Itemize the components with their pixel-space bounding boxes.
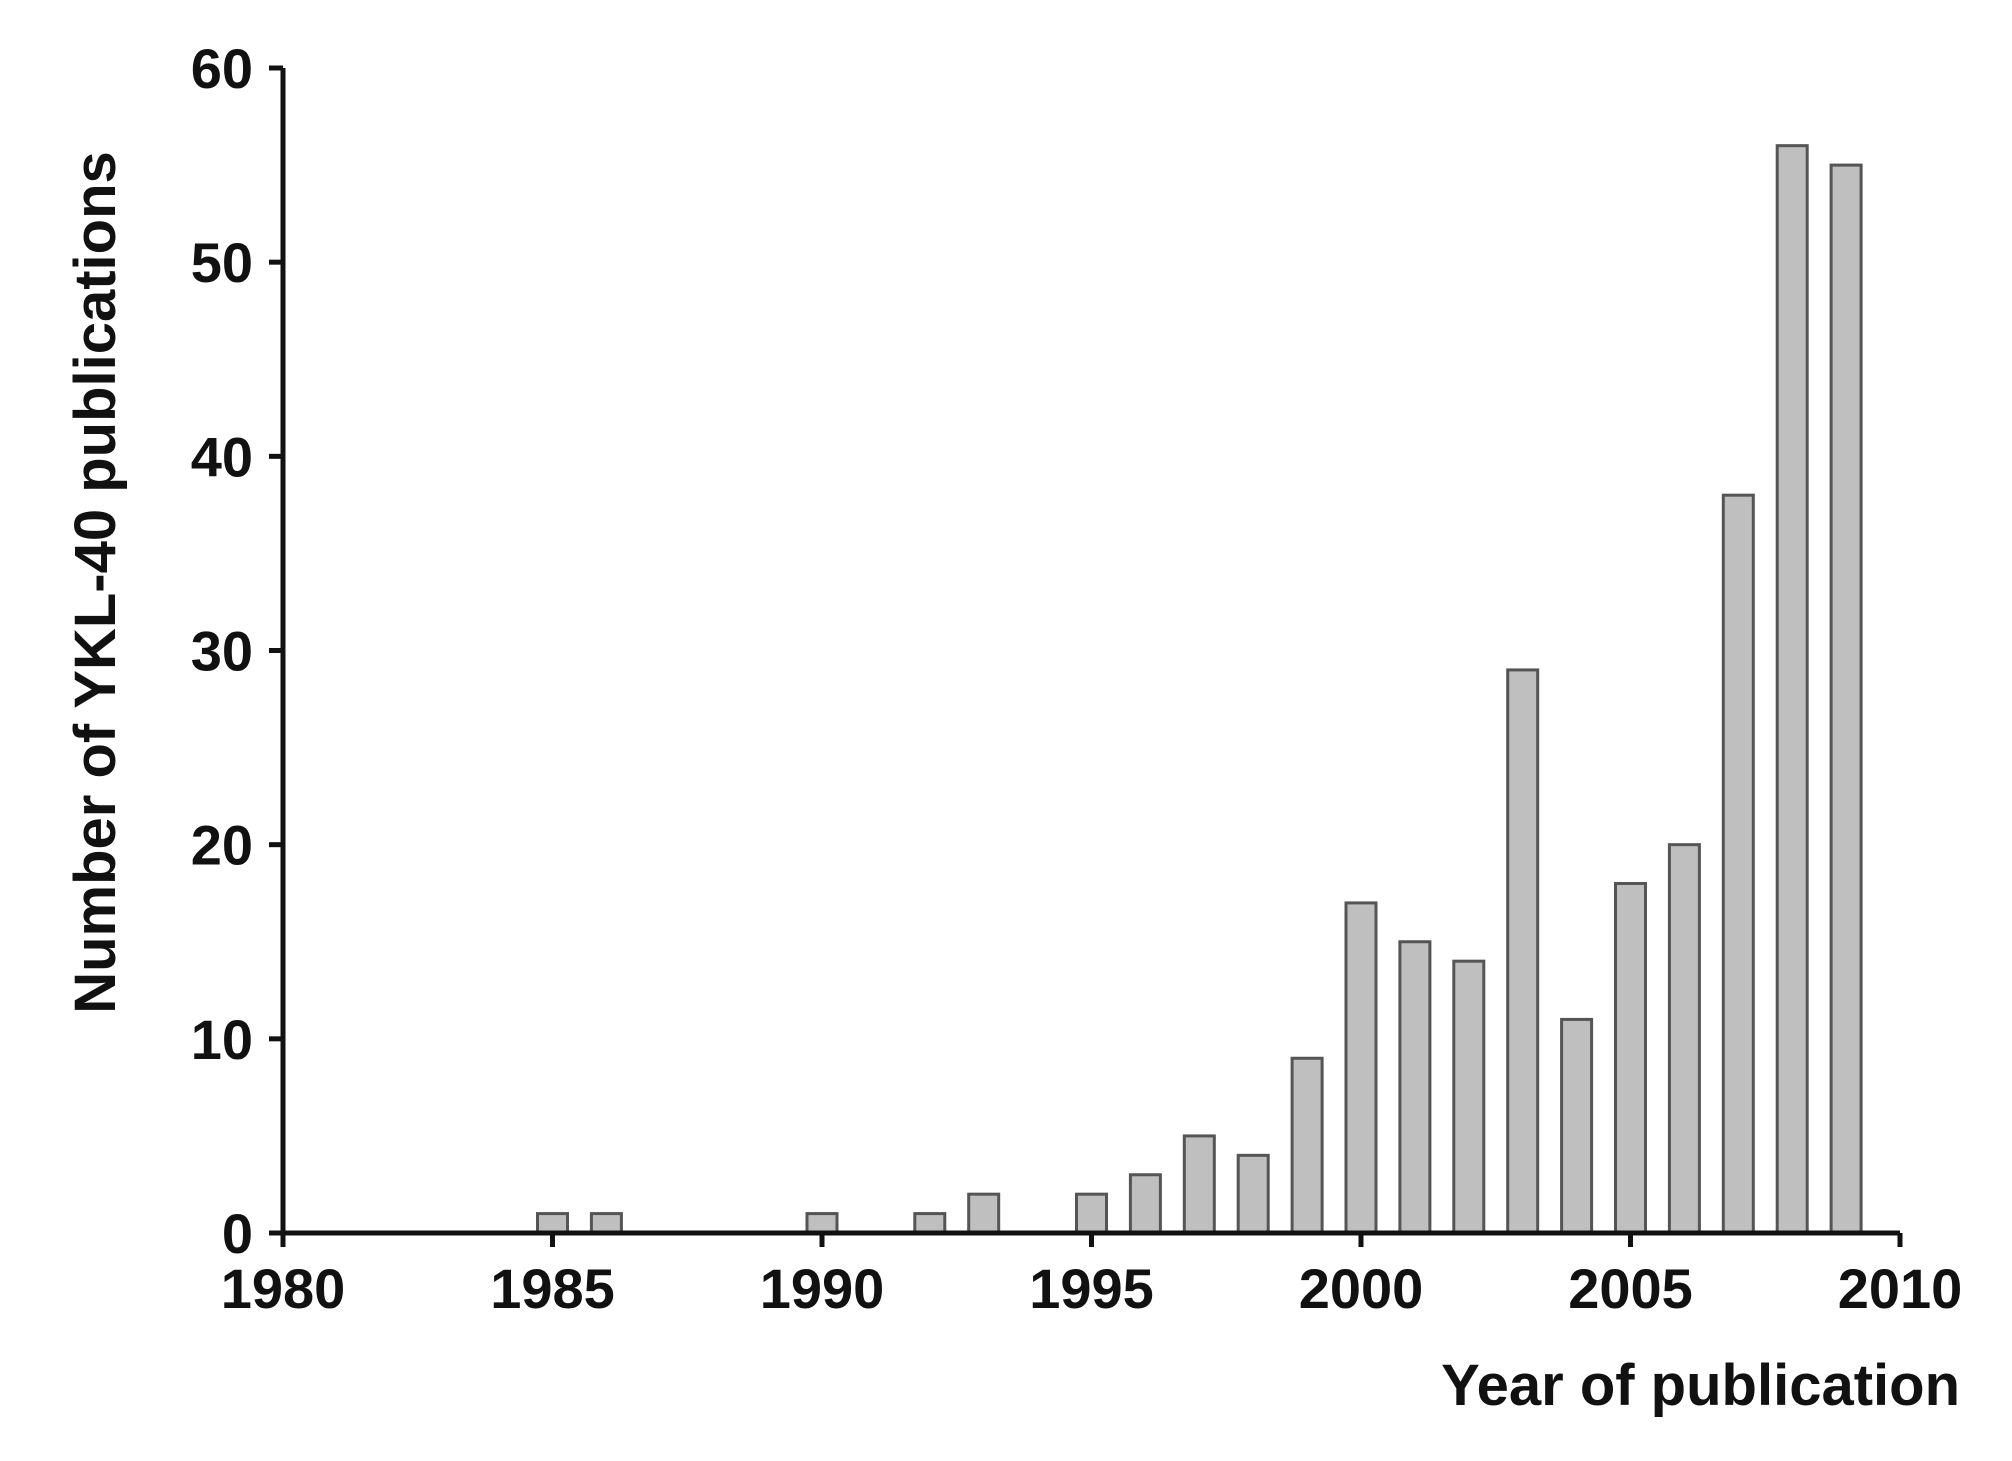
axes-group: [280, 68, 1900, 1236]
y-axis-ticks: 0 10 20 30 40 50 60: [191, 37, 283, 1265]
bar-1997: [1182, 1134, 1216, 1235]
bar-2004: [1560, 1017, 1594, 1235]
y-tick-label-30: 30: [191, 620, 253, 683]
y-tick-label-50: 50: [191, 231, 253, 294]
bar-2002: [1452, 959, 1486, 1235]
bar-2006: [1667, 843, 1701, 1235]
bar-2007: [1721, 493, 1755, 1235]
bar-2003: [1506, 668, 1540, 1235]
y-tick-label-40: 40: [191, 425, 253, 488]
bar-1992: [913, 1212, 947, 1235]
x-tick-label-1995: 1995: [1029, 1257, 1154, 1320]
x-tick-label-1980: 1980: [221, 1257, 346, 1320]
x-tick-label-1985: 1985: [490, 1257, 615, 1320]
bar-2008: [1775, 144, 1809, 1235]
bar-1998: [1236, 1153, 1270, 1235]
y-tick-label-60: 60: [191, 37, 253, 100]
y-tick-label-10: 10: [191, 1008, 253, 1071]
x-tick-label-2010: 2010: [1838, 1257, 1963, 1320]
y-axis-label: Number of YKL-40 publications: [63, 151, 128, 1014]
bar-1995: [1075, 1192, 1108, 1235]
bar-2009: [1829, 163, 1863, 1235]
x-axis-label: Year of publication: [1441, 1353, 1960, 1418]
bar-1999: [1290, 1056, 1324, 1235]
x-tick-label-2005: 2005: [1568, 1257, 1693, 1320]
bar-2001: [1398, 940, 1432, 1235]
bar-1993: [967, 1192, 1001, 1235]
y-tick-label-20: 20: [191, 814, 253, 877]
bar-1990: [805, 1212, 839, 1235]
bar-1986: [589, 1212, 623, 1235]
bars-group: [536, 144, 1863, 1235]
bar-2005: [1614, 882, 1647, 1235]
x-tick-label-2000: 2000: [1299, 1257, 1424, 1320]
y-tick-label-0: 0: [222, 1202, 253, 1265]
bar-1996: [1128, 1173, 1162, 1235]
bar-1985: [536, 1212, 569, 1235]
x-axis-ticks: 1980 1985 1990 1995 2000 2005 2010: [221, 1233, 1963, 1320]
x-tick-label-1990: 1990: [760, 1257, 885, 1320]
bar-2000: [1344, 901, 1378, 1235]
